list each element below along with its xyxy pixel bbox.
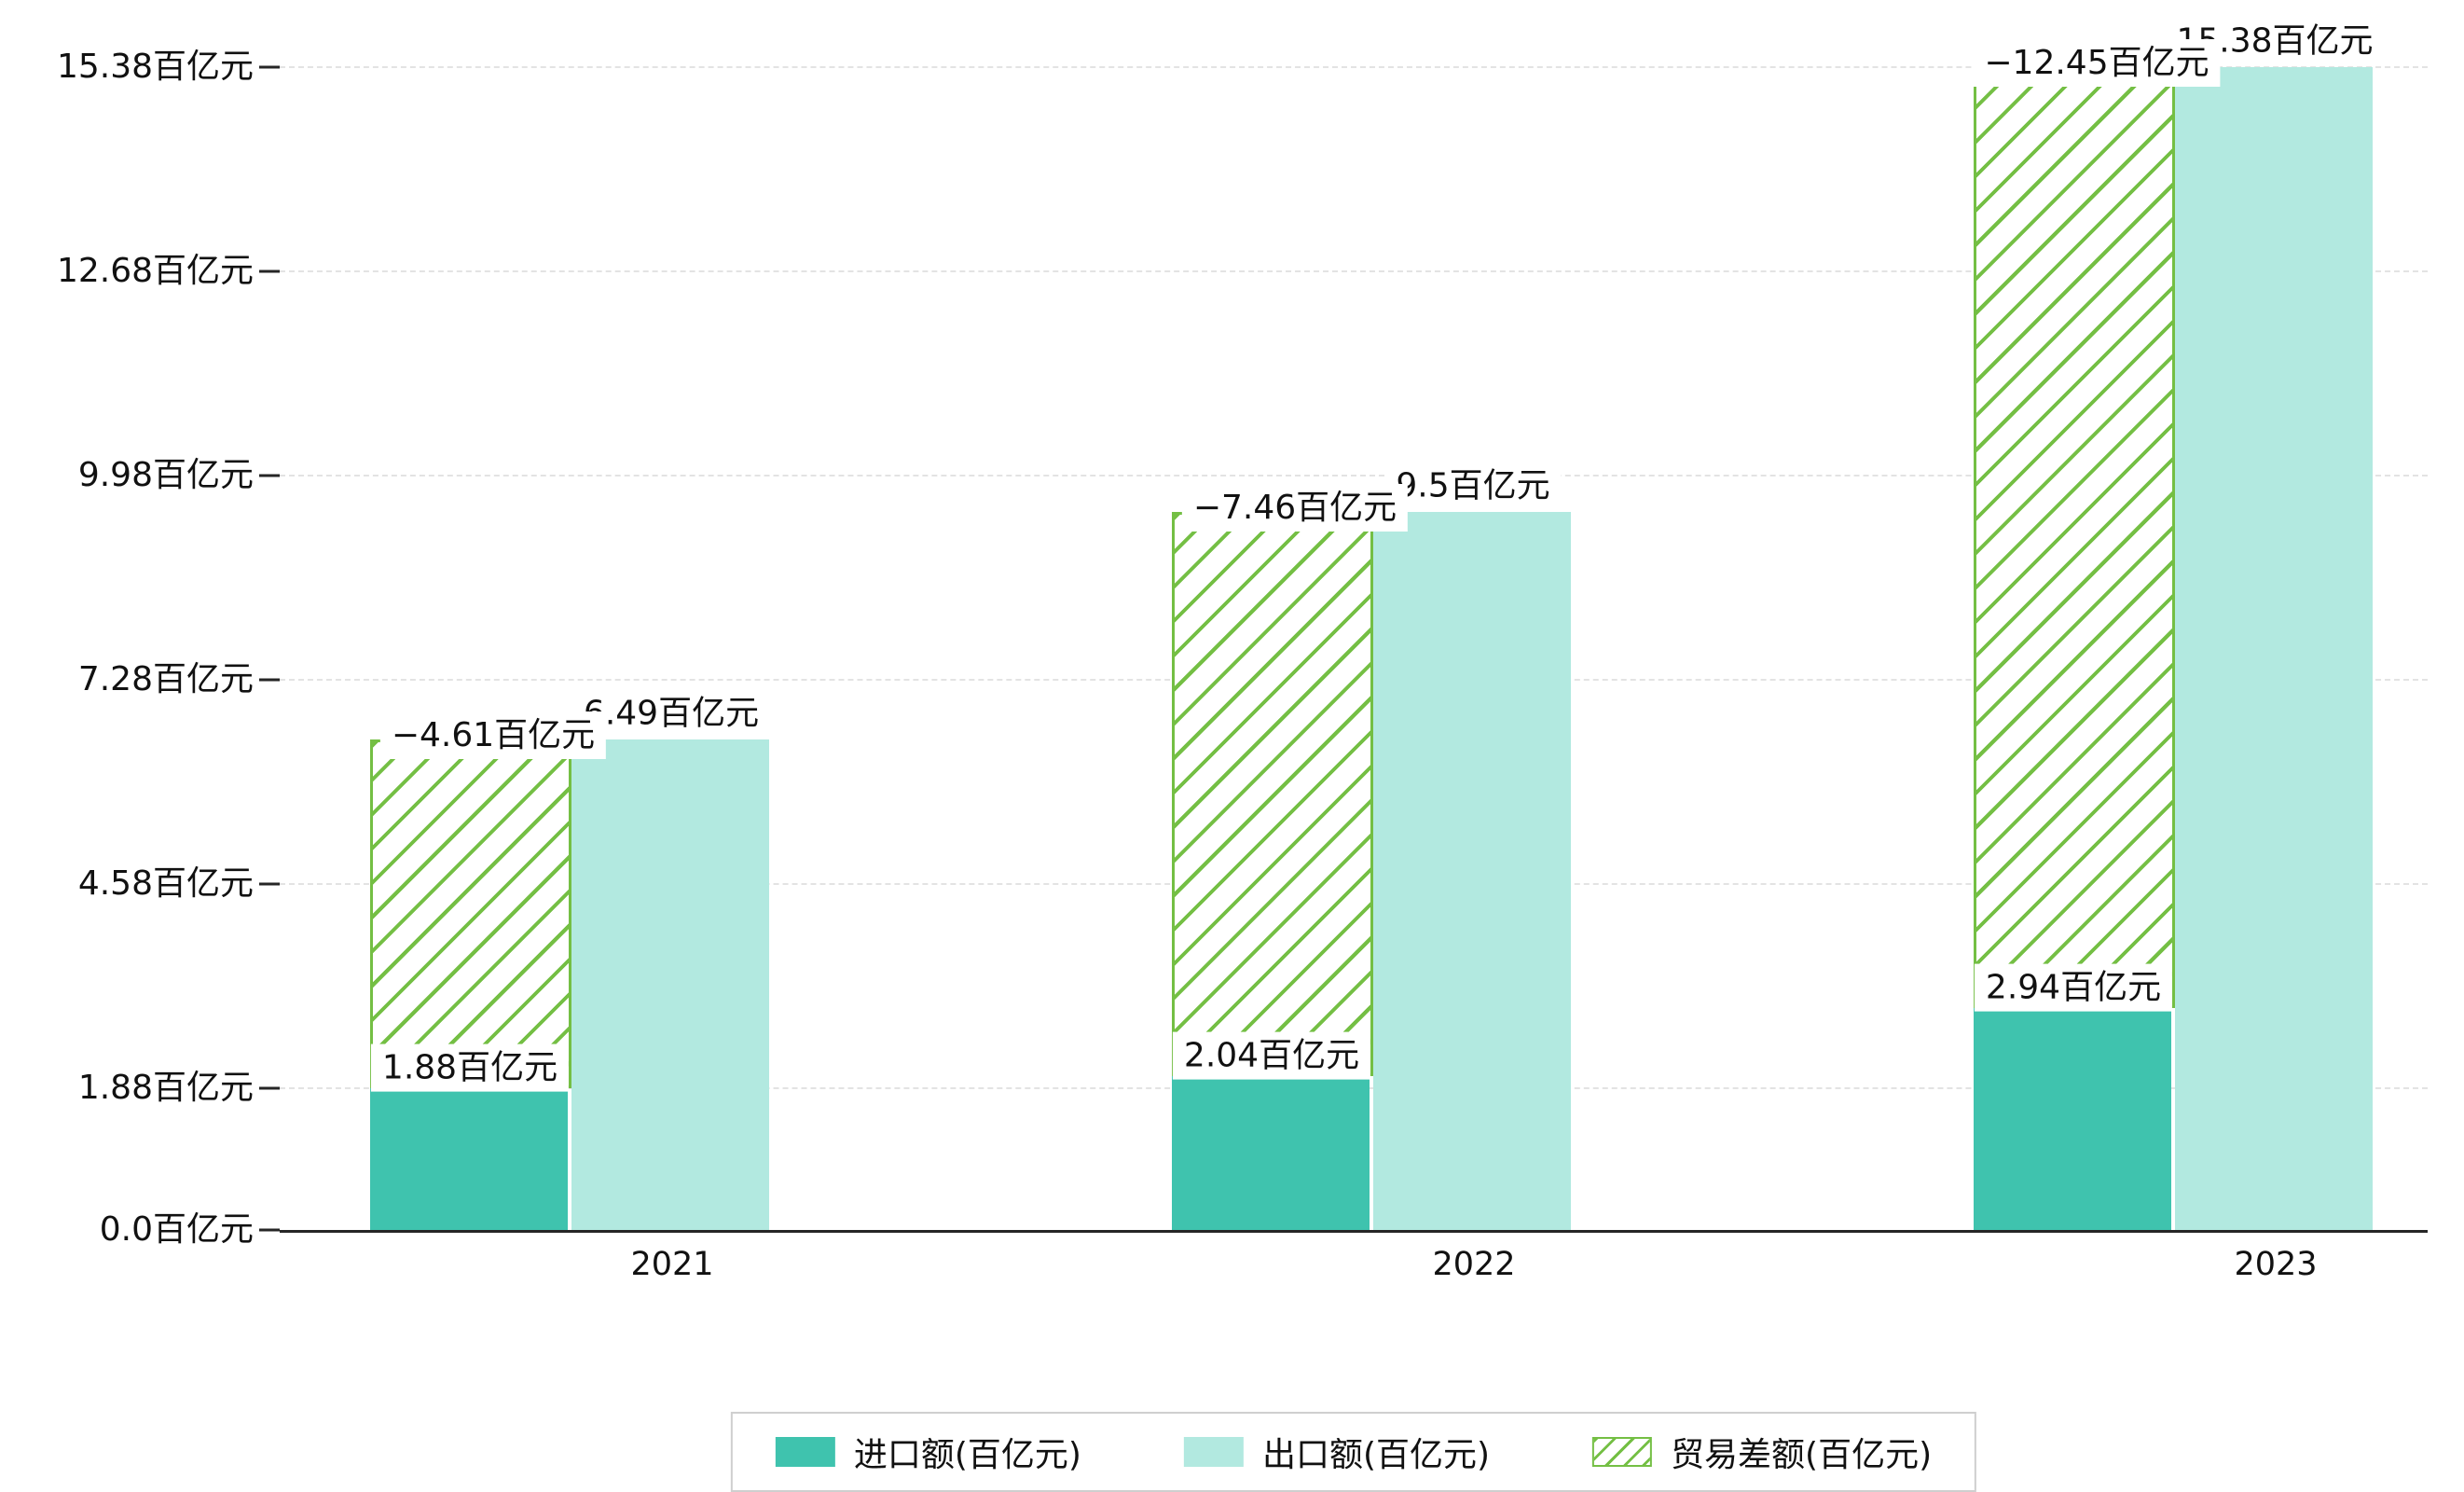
legend-item-import: 进口额(百亿元)	[775, 1428, 1081, 1476]
export-color-swatch-icon	[1183, 1437, 1244, 1467]
x-category-label: 2021	[630, 1246, 714, 1283]
import-bar	[1974, 1007, 2171, 1230]
import-value-label: 2.04百亿元	[1172, 1031, 1371, 1080]
y-tick-label: 9.98百亿元	[77, 456, 254, 495]
x-category-label: 2023	[2234, 1246, 2318, 1283]
legend-label-trade-balance: 贸易差额(百亿元)	[1671, 1436, 1933, 1474]
y-tick-label: 15.38百亿元	[56, 48, 254, 87]
y-tick-label: 7.28百亿元	[77, 659, 254, 698]
y-tick-mark	[259, 1228, 280, 1232]
y-tick-label: 1.88百亿元	[77, 1068, 254, 1107]
gridline	[280, 65, 2428, 68]
legend-item-export: 出口额(百亿元)	[1183, 1428, 1491, 1476]
x-axis-line	[280, 1230, 2428, 1233]
x-category-label: 2022	[1432, 1246, 1516, 1283]
export-bar	[571, 739, 769, 1230]
export-bar	[2175, 66, 2373, 1230]
trade-balance-value-label: −7.46百亿元	[1181, 483, 1409, 532]
gridline	[280, 474, 2428, 477]
trade-balance-bar	[1172, 511, 1373, 1076]
export-bar	[1373, 511, 1571, 1230]
y-tick-mark	[259, 1086, 280, 1090]
legend-item-trade-balance: 贸易差额(百亿元)	[1592, 1428, 1932, 1476]
gridline	[280, 269, 2428, 272]
y-tick-mark	[259, 65, 280, 69]
trade-balance-value-label: −4.61百亿元	[379, 711, 607, 760]
trade-balance-hatch-swatch-icon	[1592, 1437, 1653, 1467]
y-tick-label: 4.58百亿元	[77, 863, 254, 903]
legend: 进口额(百亿元) 出口额(百亿元) 贸易差额(百亿元)	[730, 1412, 1977, 1492]
trade-balance-bar	[1974, 66, 2175, 1008]
trade-balance-value-label: −12.45百亿元	[1973, 38, 2221, 88]
import-value-label: 1.88百亿元	[370, 1043, 570, 1092]
y-tick-label: 0.0百亿元	[99, 1210, 254, 1250]
export-value-label: 9.5百亿元	[1384, 462, 1562, 510]
y-tick-mark	[259, 678, 280, 682]
legend-label-import: 进口额(百亿元)	[853, 1436, 1081, 1474]
y-tick-mark	[259, 882, 280, 886]
import-value-label: 2.94百亿元	[1974, 963, 2173, 1012]
import-bar	[1172, 1075, 1370, 1230]
trade-balance-bar	[370, 739, 571, 1088]
import-color-swatch-icon	[775, 1437, 835, 1467]
y-tick-label: 12.68百亿元	[56, 252, 254, 291]
y-tick-mark	[259, 269, 280, 273]
import-bar	[370, 1087, 568, 1230]
y-tick-mark	[259, 474, 280, 477]
legend-label-export: 出口额(百亿元)	[1261, 1436, 1491, 1474]
